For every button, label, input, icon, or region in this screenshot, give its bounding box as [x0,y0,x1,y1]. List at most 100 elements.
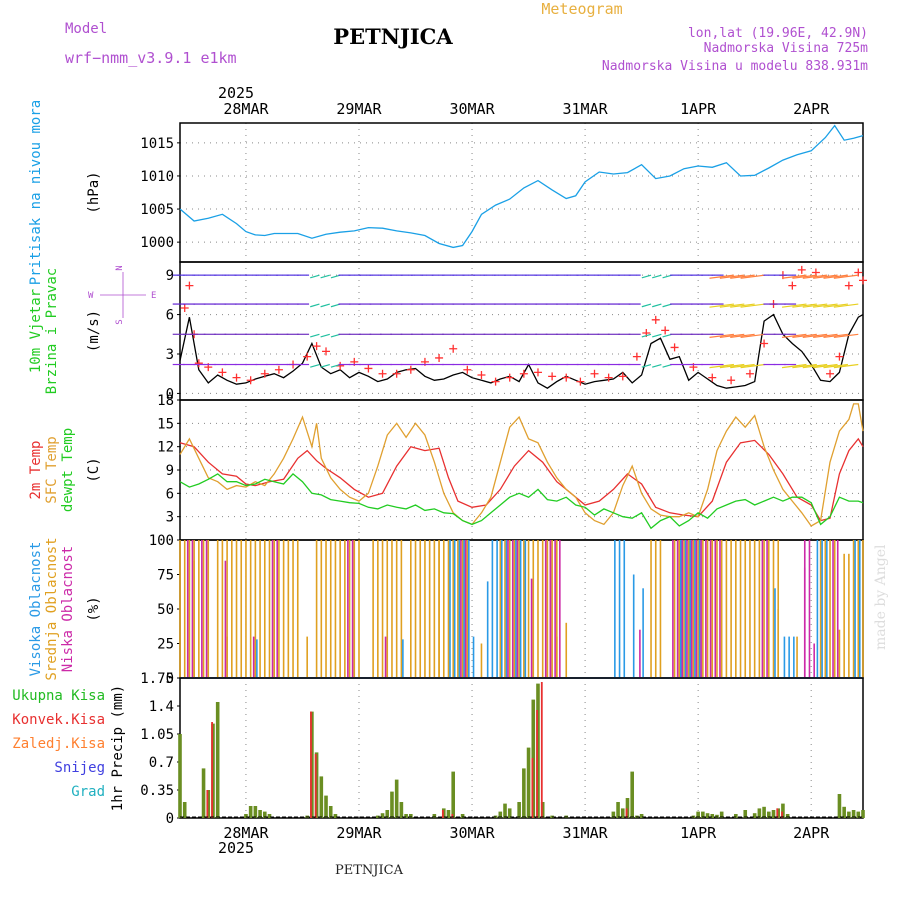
wind-arrow [310,333,320,338]
y-axis-unit: (m/s) [86,310,102,352]
panel-clouds: 0 25 50 75 100 Visoka Oblacnost Srednja Oblacn… [28,533,864,687]
series-group [179,403,864,530]
gust-marker [322,347,331,356]
x-tick-label-top: 31MAR [563,100,609,118]
x-tick-label-bottom: 29MAR [336,824,382,842]
y-axis-series-label: SFC Temp [44,436,60,503]
precip-bar [178,734,182,818]
gust-marker [449,344,458,353]
gust-marker [180,304,189,312]
gust-marker [651,315,660,324]
wind-arrow [792,274,817,279]
wind-arrow [310,303,320,308]
wind-arrow [802,333,828,338]
year-bottom: 2025 [218,839,254,857]
wind-arrow [320,274,330,279]
precip-bar [837,794,842,818]
wind-arrow [740,274,766,279]
gust-marker [708,373,717,382]
wind-arrow [641,333,652,338]
wind-arrow [740,363,766,369]
wind-arrow [320,363,330,368]
gust-marker [505,373,514,382]
precip-bar [630,771,634,818]
legend-label: Grad [71,784,105,800]
precip-bar [215,702,220,818]
wind-arrow [823,274,849,279]
x-tick-label-bottom: 2APR [793,824,830,842]
gust-marker [312,342,321,351]
wind-arrow [813,303,838,308]
precip-bar [856,811,861,818]
precip-bar [734,814,738,818]
precip-bar [328,806,333,818]
wind-arrow [730,363,755,369]
y-axis-series-label: Brzina i Pravac [44,268,60,394]
watermark: made by Angel [873,544,889,650]
precip-bar [781,803,785,818]
y-axis-unit: (%) [86,596,102,621]
gust-marker [303,352,312,361]
precip-bar [785,814,790,818]
precip-bar [611,811,616,818]
compass-s: S [115,319,125,324]
panel-frame [179,122,864,263]
y-axis-series-label: Pritisak na nivou mora [28,100,44,285]
x-tick-label-bottom: 1APR [680,824,717,842]
model-elevation-label: Nadmorska Visina u modelu 838.931m [602,59,868,74]
wind-arrows [172,274,859,369]
gust-marker [519,369,528,378]
precip-bar [743,810,748,818]
precip-bar [526,747,531,818]
gust-marker [246,376,255,385]
wind-arrow [792,303,817,308]
precip-bar [253,806,258,818]
precip-bar [705,813,710,818]
wind-arrow [781,333,807,338]
precip-bar [766,811,771,818]
y-axis-unit: 1hr Precip (mm) [110,685,126,811]
gust-marker [618,372,627,381]
wind-arrow [709,274,735,279]
compass-w: W [88,291,94,301]
precip-bar [333,814,338,818]
wind-arrow [641,303,652,308]
year-top: 2025 [218,84,254,102]
x-tick-label-top: 2APR [793,100,830,118]
precip-bar [267,814,272,818]
precip-bar [394,779,399,818]
precip-bar [451,771,455,818]
conv-precip-bar [625,808,628,818]
gust-marker [548,372,557,381]
wind-arrow [781,363,807,369]
precip-bar [616,802,620,818]
precip-bar [404,814,408,818]
panel-precip: 0 0.35 0.7 1.05 1.4 1.75 Ukupna Kisa Konvek.Kis… [12,671,865,827]
precip-bar [715,814,719,818]
wind-arrow [802,303,828,308]
precip-bar [380,813,385,818]
y-axis-unit: (C) [86,457,102,482]
y-tick-label: 3 [166,510,174,526]
precip-bar [847,811,851,818]
precip-bars [178,682,865,818]
gust-marker [670,343,679,352]
y-tick-label: 6 [166,308,174,324]
precip-bar [861,810,865,818]
gust-marker [185,281,194,290]
precip-bar [522,768,526,818]
compass-e: E [151,291,156,301]
x-tick-label-top: 30MAR [449,100,495,118]
wind-arrow [310,274,320,279]
precip-bar [851,810,856,818]
precip-bar [182,802,187,818]
gust-marker [576,377,585,386]
wind-arrow [719,333,745,338]
precip-bar [517,802,521,818]
y-tick-label: 0 [166,811,174,827]
y-tick-label: 25 [157,637,174,653]
gust-marker [859,276,867,285]
conv-precip-bar [211,722,213,818]
